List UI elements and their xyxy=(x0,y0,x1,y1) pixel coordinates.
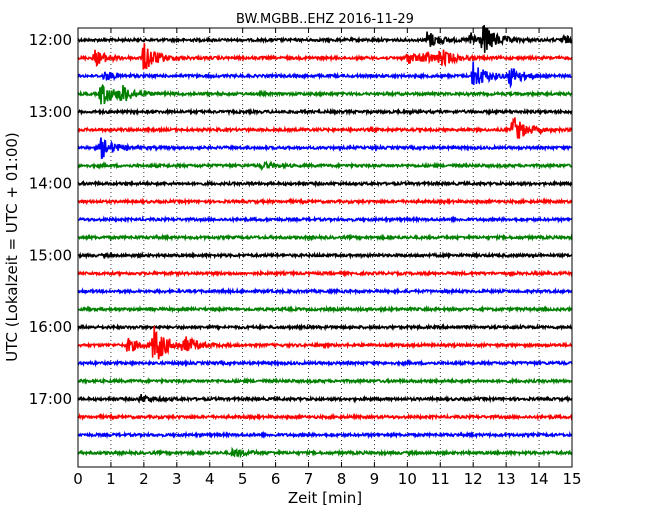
trace-1445 xyxy=(77,233,573,242)
trace-1515 xyxy=(77,268,573,278)
trace-1545 xyxy=(77,304,573,314)
x-tick-label: 8 xyxy=(337,470,347,488)
x-tick-label: 11 xyxy=(431,470,450,488)
x-tick-label: 5 xyxy=(238,470,248,488)
y-tick-label: 12:00 xyxy=(29,31,72,49)
y-tick-label: 17:00 xyxy=(29,390,72,408)
tick-layer: 0 1 2 3 4 5 6 7 8 9 10 11 12 13 14 1512:0013:0014:0015:… xyxy=(29,28,582,488)
trace-1730 xyxy=(77,430,573,440)
trace-1500 xyxy=(77,251,573,260)
plot-frame xyxy=(77,27,573,468)
x-tick-label: 10 xyxy=(398,470,417,488)
x-axis-label: Zeit [min] xyxy=(288,489,362,507)
trace-1630 xyxy=(77,358,573,368)
trace-1530 xyxy=(77,286,573,296)
trace-1715 xyxy=(77,412,573,422)
trace-1215 xyxy=(77,43,573,70)
x-tick-label: 9 xyxy=(370,470,380,488)
trace-1745 xyxy=(77,446,573,459)
trace-1415 xyxy=(77,197,573,206)
trace-1245 xyxy=(77,83,573,105)
x-tick-label: 7 xyxy=(304,470,314,488)
x-tick-label: 3 xyxy=(172,470,182,488)
trace-1315 xyxy=(77,117,573,139)
y-tick-label: 16:00 xyxy=(29,318,72,336)
x-tick-label: 1 xyxy=(106,470,116,488)
y-axis-label: UTC (Lokalzeit = UTC + 01:00) xyxy=(3,132,21,362)
y-tick-label: 14:00 xyxy=(29,175,72,193)
trace-1200 xyxy=(77,24,573,53)
trace-layer xyxy=(77,24,573,459)
y-tick-label: 15:00 xyxy=(29,246,72,264)
chart-title: BW.MGBB..EHZ 2016-11-29 xyxy=(236,12,414,27)
trace-1600 xyxy=(77,322,573,332)
trace-1330 xyxy=(77,137,573,159)
trace-1430 xyxy=(77,215,573,224)
x-tick-label: 14 xyxy=(530,470,549,488)
trace-1615 xyxy=(77,325,573,360)
trace-1300 xyxy=(77,107,573,117)
x-tick-label: 6 xyxy=(271,470,281,488)
x-tick-label: 13 xyxy=(497,470,516,488)
x-tick-label: 2 xyxy=(139,470,149,488)
x-tick-label: 4 xyxy=(205,470,215,488)
trace-1400 xyxy=(77,179,573,188)
trace-1345 xyxy=(77,160,573,172)
x-tick-label: 15 xyxy=(562,470,581,488)
trace-1700 xyxy=(77,394,573,404)
x-tick-label: 12 xyxy=(464,470,483,488)
x-tick-label: 0 xyxy=(73,470,83,488)
y-tick-label: 13:00 xyxy=(29,103,72,121)
trace-1230 xyxy=(77,61,573,89)
trace-1645 xyxy=(77,376,573,386)
